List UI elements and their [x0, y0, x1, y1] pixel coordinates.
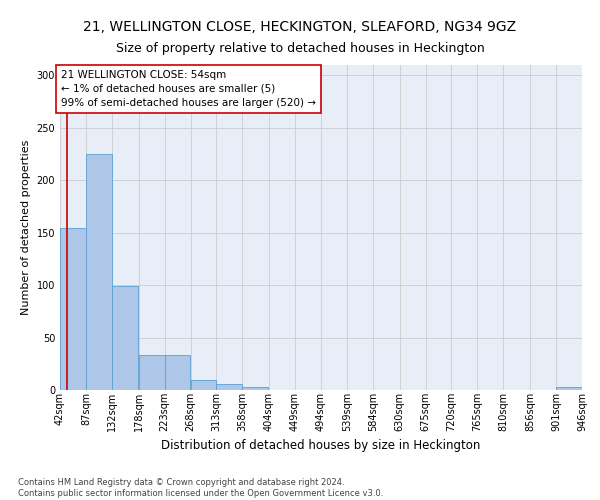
- Bar: [242, 387, 268, 390]
- Text: 21 WELLINGTON CLOSE: 54sqm
← 1% of detached houses are smaller (5)
99% of semi-d: 21 WELLINGTON CLOSE: 54sqm ← 1% of detac…: [61, 70, 316, 108]
- Y-axis label: Number of detached properties: Number of detached properties: [21, 140, 31, 315]
- Bar: [164, 356, 190, 390]
- Bar: [556, 387, 582, 390]
- X-axis label: Distribution of detached houses by size in Heckington: Distribution of detached houses by size …: [161, 439, 481, 452]
- Bar: [191, 380, 217, 390]
- Text: 21, WELLINGTON CLOSE, HECKINGTON, SLEAFORD, NG34 9GZ: 21, WELLINGTON CLOSE, HECKINGTON, SLEAFO…: [83, 20, 517, 34]
- Bar: [86, 154, 112, 390]
- Bar: [112, 286, 138, 390]
- Bar: [217, 384, 242, 390]
- Bar: [139, 356, 164, 390]
- Text: Contains HM Land Registry data © Crown copyright and database right 2024.
Contai: Contains HM Land Registry data © Crown c…: [18, 478, 383, 498]
- Text: Size of property relative to detached houses in Heckington: Size of property relative to detached ho…: [116, 42, 484, 55]
- Bar: [60, 228, 86, 390]
